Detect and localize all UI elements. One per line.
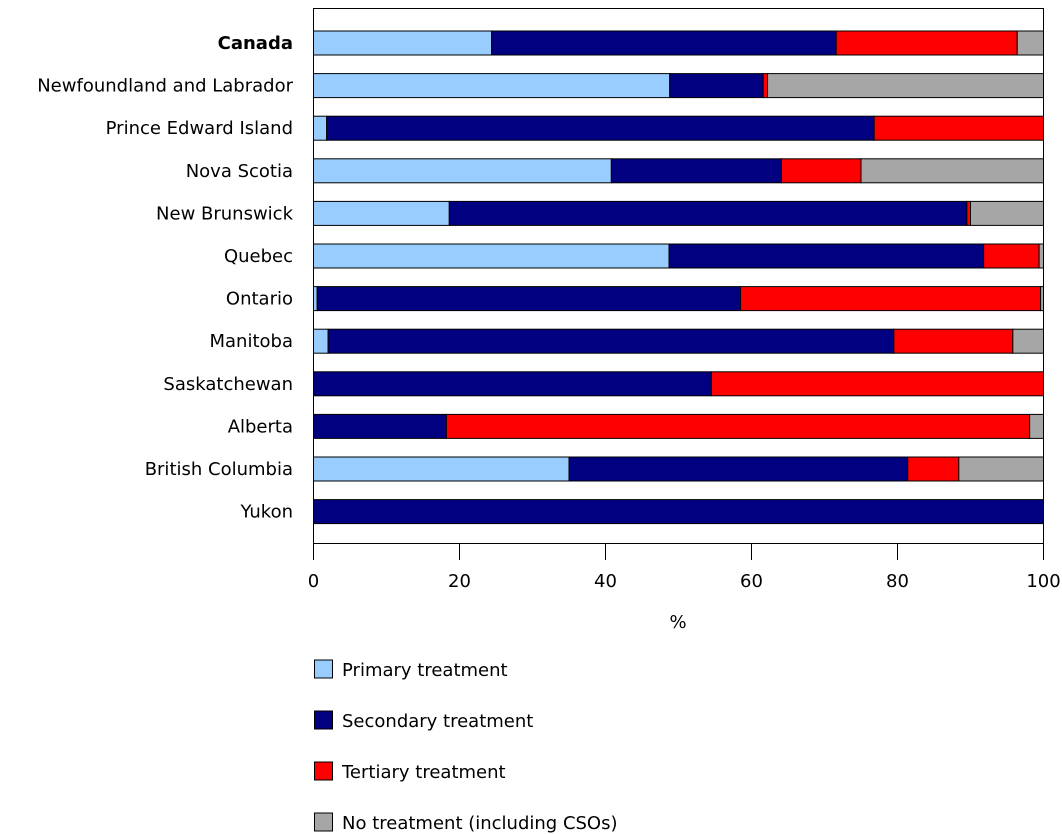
bar-segment [1016,30,1044,56]
category-label: Nova Scotia [186,161,293,182]
category-label: Yukon [239,502,293,523]
bar-segment [313,73,671,99]
x-tick-label: 60 [740,571,763,592]
category-labels: Canada Newfoundland and Labrador Prince Ed… [37,33,293,523]
bar-segment [448,200,968,226]
category-label: Saskatchewan [163,374,293,395]
bar-segment [958,456,1045,482]
legend-label: Secondary treatment [342,711,533,732]
bar-segment [327,328,895,354]
bar-segment [313,456,570,482]
category-label: Manitoba [210,331,294,352]
bar-segment [326,115,875,141]
bar-segment [762,73,769,99]
bar-segment [568,456,909,482]
bar-segment [907,456,960,482]
legend-label: Tertiary treatment [341,762,506,783]
category-label: British Columbia [145,459,293,480]
bar-segment [1012,328,1045,354]
bar-segment [313,243,670,269]
bar-segment [767,73,1044,99]
bar-segment [780,158,862,184]
legend-label: No treatment (including CSOs) [342,813,618,834]
legend-swatch [314,812,333,832]
bar-segment [1038,243,1044,269]
category-label: Ontario [226,289,293,310]
axes [313,8,1044,544]
bar-segment [970,200,1044,226]
bar-segment [316,286,742,312]
bar-segment [860,158,1044,184]
bar-segment [313,158,612,184]
x-tick-label: 0 [308,571,319,592]
bar-segment [610,158,782,184]
bar-segment [313,30,493,56]
bar-segment [445,413,1031,439]
bar-segment [313,499,1044,525]
bar-segment [873,115,1045,141]
x-ticks: 0 20 40 60 80 100 [308,543,1061,592]
bar-segment [668,243,985,269]
legend: Primary treatment Secondary treatment Tert… [314,659,618,834]
bar-segment [835,30,1018,56]
x-tick-label: 100 [1026,571,1060,592]
bar-segment [313,413,447,439]
x-tick-label: 20 [448,571,471,592]
bar-segment [1029,413,1045,439]
x-tick-label: 80 [886,571,909,592]
bar-segment [710,371,1044,397]
bar-segment [313,286,318,312]
bar-segment [740,286,1042,312]
bar-segment [966,200,971,226]
bar-segment [893,328,1014,354]
bar-segment [313,371,712,397]
x-tick-label: 40 [594,571,617,592]
legend-swatch [314,761,333,781]
category-label: Alberta [228,416,293,437]
legend-swatch [314,659,333,679]
legend-swatch [314,710,333,730]
x-axis-title: % [669,612,686,633]
category-label: Canada [218,33,293,54]
legend-label: Primary treatment [342,660,508,681]
bar-segment [669,73,764,99]
category-label: Quebec [224,246,293,267]
bar-segment [983,243,1040,269]
category-label: New Brunswick [156,203,294,224]
category-label: Newfoundland and Labrador [37,76,293,97]
bar-segment [313,115,328,141]
bar-segment [313,328,329,354]
category-label: Prince Edward Island [106,118,293,139]
bar-segment [313,200,450,226]
bars-layer [313,30,1045,525]
bar-segment [491,30,837,56]
